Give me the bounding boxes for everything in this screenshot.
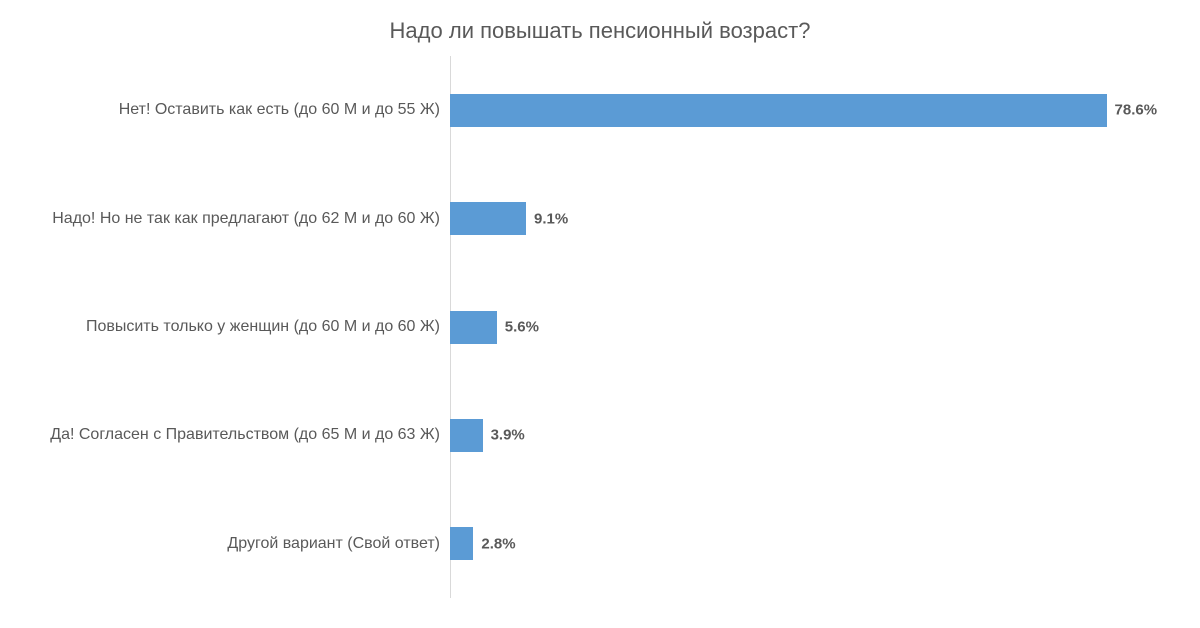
category-label: Нет! Оставить как есть (до 60 М и до 55 …: [40, 101, 450, 119]
category-label: Надо! Но не так как предлагают (до 62 М …: [40, 210, 450, 228]
category-label: Повысить только у женщин (до 60 М и до 6…: [40, 318, 450, 336]
plot-area: Нет! Оставить как есть (до 60 М и до 55 …: [40, 56, 1160, 598]
value-label: 5.6%: [497, 319, 539, 336]
bar: 3.9%: [450, 419, 483, 452]
bar-row: Другой вариант (Свой ответ) 2.8%: [40, 490, 1160, 598]
category-label: Да! Согласен с Правительством (до 65 М и…: [40, 426, 450, 444]
value-label: 3.9%: [483, 427, 525, 444]
chart-title: Надо ли повышать пенсионный возраст?: [40, 18, 1160, 44]
bar: 5.6%: [450, 311, 497, 344]
bar-row: Да! Согласен с Правительством (до 65 М и…: [40, 381, 1160, 489]
value-label: 9.1%: [526, 210, 568, 227]
bar-track: 9.1%: [450, 202, 1160, 235]
bar-track: 78.6%: [450, 94, 1160, 127]
pension-poll-chart: Надо ли повышать пенсионный возраст? Нет…: [0, 0, 1200, 628]
bar: 2.8%: [450, 527, 473, 560]
category-label: Другой вариант (Свой ответ): [40, 535, 450, 553]
bar-row: Повысить только у женщин (до 60 М и до 6…: [40, 273, 1160, 381]
value-label: 2.8%: [473, 535, 515, 552]
bar-row: Надо! Но не так как предлагают (до 62 М …: [40, 164, 1160, 272]
bar-track: 2.8%: [450, 527, 1160, 560]
bar: 9.1%: [450, 202, 526, 235]
value-label: 78.6%: [1107, 102, 1158, 119]
bar-row: Нет! Оставить как есть (до 60 М и до 55 …: [40, 56, 1160, 164]
bar: 78.6%: [450, 94, 1107, 127]
bar-track: 5.6%: [450, 311, 1160, 344]
bar-track: 3.9%: [450, 419, 1160, 452]
